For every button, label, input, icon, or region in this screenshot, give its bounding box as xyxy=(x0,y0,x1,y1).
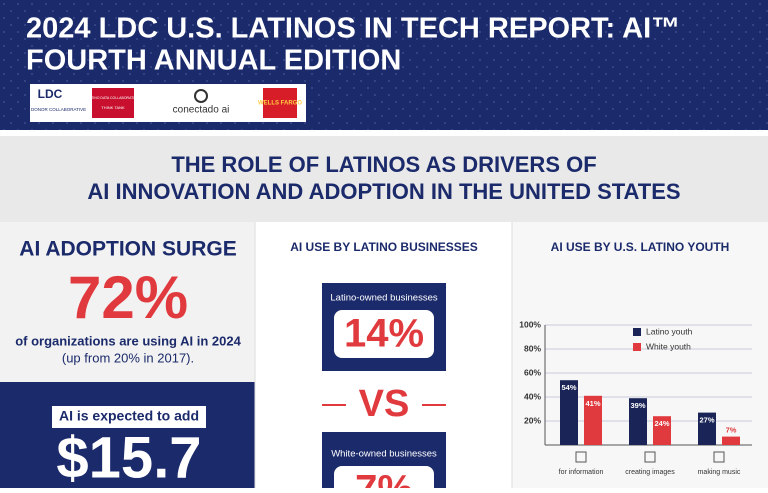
banner-stripe xyxy=(0,130,768,136)
banner-title: THE ROLE OF LATINOS AS DRIVERS OF xyxy=(171,152,596,177)
logo-box xyxy=(30,84,306,122)
x-tick-label: making music xyxy=(698,469,741,476)
value-label: 27% xyxy=(699,416,714,425)
chart-title: AI USE BY U.S. LATINO YOUTH xyxy=(551,240,730,254)
white-label: White-owned businesses xyxy=(331,449,437,460)
logo-ldc: LDC xyxy=(38,87,63,101)
header-title: FOURTH ANNUAL EDITION xyxy=(26,45,401,77)
legend-swatch xyxy=(633,343,641,351)
latino-label: Latino-owned businesses xyxy=(330,293,437,304)
bar xyxy=(560,380,578,445)
logo-wells xyxy=(263,88,297,118)
banner-title: AI INNOVATION AND ADOPTION IN THE UNITED… xyxy=(87,179,680,204)
value-label: 24% xyxy=(654,419,669,428)
category-icon xyxy=(575,451,587,463)
latino-value: 14% xyxy=(344,312,424,356)
bar xyxy=(653,416,671,445)
y-tick-label: 40% xyxy=(524,391,541,401)
category-icon xyxy=(644,451,656,463)
legend-label: White youth xyxy=(646,341,691,351)
header-title: 2024 LDC U.S. LATINOS IN TECH REPORT: AI… xyxy=(26,13,680,45)
white-value: 7% xyxy=(355,468,413,488)
logo-tank-name: LATINO DATA COLLABORATIVE xyxy=(87,96,140,100)
adoption-heading: AI ADOPTION SURGE xyxy=(19,238,236,261)
value-label: 54% xyxy=(561,383,576,392)
legend-swatch xyxy=(633,328,641,336)
youth-bg xyxy=(512,222,768,488)
logo-wells-text: WELLS FARGO xyxy=(258,101,302,107)
y-tick-label: 100% xyxy=(519,319,541,329)
y-tick-label: 80% xyxy=(524,343,541,353)
bar xyxy=(584,395,602,445)
logo-tank-sub: THINK TANK xyxy=(101,105,125,110)
value-label: 41% xyxy=(585,399,600,408)
logo-ldc-name: LATINO DONOR COLLABORATIVE xyxy=(14,107,86,112)
banner-bg xyxy=(0,130,768,222)
x-tick-label: for information xyxy=(559,469,604,476)
adoption-bg xyxy=(0,222,255,382)
y-tick-label: 60% xyxy=(524,367,541,377)
bar xyxy=(722,436,740,445)
category-icon xyxy=(713,451,725,463)
bar xyxy=(698,412,716,445)
adoption-stat: 72% xyxy=(68,264,188,331)
expected-label-box xyxy=(52,406,206,428)
adoption-text: of organizations are using AI in 2024 xyxy=(15,333,241,348)
y-tick-label: 20% xyxy=(524,415,541,425)
value-label: 7% xyxy=(726,426,737,435)
latino-value-box xyxy=(334,310,434,358)
bar xyxy=(629,398,647,445)
white-value-box xyxy=(334,466,434,493)
business-heading: AI USE BY LATINO BUSINESSES xyxy=(290,240,478,254)
x-tick-label: creating images xyxy=(625,469,675,476)
expected-amount: $15.7 xyxy=(56,425,201,488)
adoption-text: (up from 20% in 2017). xyxy=(62,350,194,365)
legend-label: Latino youth xyxy=(646,326,693,336)
expected-label: AI is expected to add xyxy=(59,408,199,424)
value-label: 39% xyxy=(630,401,645,410)
logo-ldc-tank xyxy=(92,88,134,118)
expected-bg xyxy=(0,382,255,488)
logo-conectado: conectado ai xyxy=(173,105,230,116)
vs-text: VS xyxy=(359,383,410,425)
logo-icon xyxy=(194,89,208,103)
